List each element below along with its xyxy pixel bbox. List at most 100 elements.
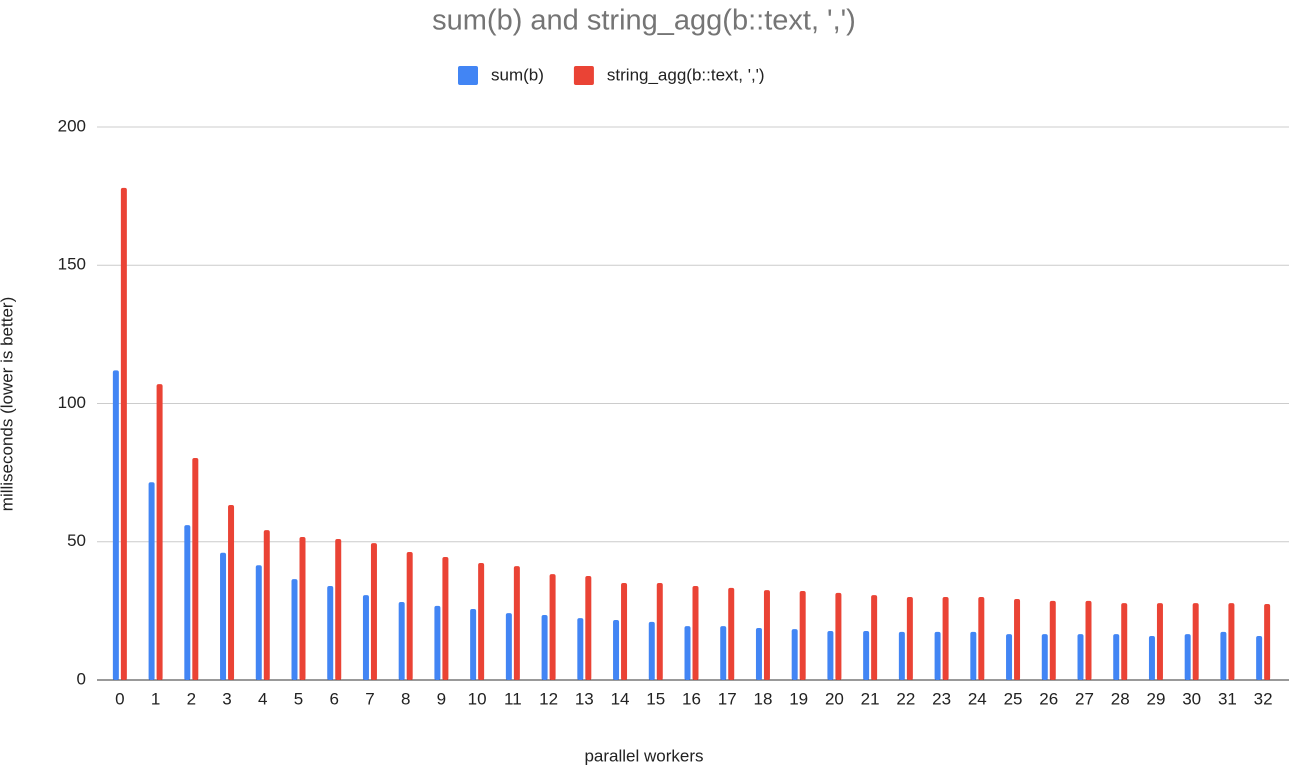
x-tick-label: 21	[861, 689, 880, 708]
bar	[898, 631, 905, 680]
bar	[827, 631, 834, 680]
bar	[863, 631, 870, 680]
bar	[1121, 603, 1128, 680]
x-tick-label: 6	[329, 689, 338, 708]
bar	[1014, 598, 1021, 680]
bar	[220, 552, 227, 680]
bar	[505, 613, 512, 680]
x-tick-label: 15	[646, 689, 665, 708]
y-axis-title: milliseconds (lower is better)	[0, 297, 16, 511]
bar	[549, 574, 556, 680]
bar	[1228, 603, 1235, 680]
bar	[585, 576, 592, 680]
x-tick-label: 32	[1254, 689, 1273, 708]
bar	[398, 602, 405, 680]
bar	[470, 608, 477, 680]
bar	[1184, 634, 1191, 680]
legend-swatch	[573, 66, 594, 85]
bar	[184, 525, 191, 680]
x-tick-label: 12	[539, 689, 558, 708]
x-tick-label: 4	[258, 689, 267, 708]
bar	[1264, 603, 1271, 680]
bar	[327, 585, 334, 680]
bar	[755, 628, 762, 680]
x-axis-title: parallel workers	[584, 746, 703, 765]
x-tick-label: 13	[575, 689, 594, 708]
y-tick-label: 200	[58, 116, 86, 135]
legend-label: sum(b)	[491, 65, 544, 84]
bar	[799, 590, 806, 680]
bar	[978, 597, 985, 680]
bar	[728, 587, 735, 680]
chart-title: sum(b) and string_agg(b::text, ',')	[432, 5, 856, 37]
x-tick-label: 5	[294, 689, 303, 708]
bar	[720, 626, 727, 680]
bar	[934, 631, 941, 680]
bar	[1085, 600, 1092, 680]
bar	[263, 530, 270, 680]
bar	[1077, 634, 1084, 680]
x-tick-label: 22	[896, 689, 915, 708]
x-tick-label: 11	[504, 689, 522, 708]
bar	[478, 563, 485, 680]
bar	[1220, 631, 1227, 680]
x-tick-label: 8	[401, 689, 410, 708]
x-tick-label: 7	[365, 689, 374, 708]
x-tick-label: 27	[1075, 689, 1094, 708]
x-tick-label: 18	[753, 689, 772, 708]
x-tick-label: 28	[1111, 689, 1130, 708]
bar	[791, 629, 798, 680]
bar	[684, 626, 691, 680]
x-tick-label: 19	[789, 689, 808, 708]
bar	[577, 618, 584, 680]
bar	[871, 595, 878, 680]
bar	[656, 582, 663, 680]
bar	[970, 631, 977, 680]
bar	[1256, 636, 1263, 680]
bar	[148, 482, 155, 680]
bar	[1156, 603, 1163, 680]
y-tick-label: 150	[58, 255, 86, 274]
bar	[228, 504, 235, 680]
bar	[112, 370, 119, 680]
bar	[370, 543, 377, 680]
bar	[513, 566, 520, 680]
x-tick-label: 23	[932, 689, 951, 708]
y-tick-label: 100	[58, 393, 86, 412]
bar	[299, 537, 306, 680]
y-tick-label: 50	[67, 531, 86, 550]
bar	[362, 595, 369, 680]
legend-label: string_agg(b::text, ',')	[607, 65, 765, 84]
x-tick-label: 17	[718, 689, 737, 708]
x-tick-label: 24	[968, 689, 987, 708]
bar	[406, 551, 413, 680]
bar	[648, 621, 655, 680]
legend-swatch	[458, 66, 478, 85]
bar	[692, 585, 699, 680]
bar	[1192, 603, 1199, 680]
x-tick-label: 3	[222, 689, 231, 708]
x-tick-label: 31	[1218, 689, 1237, 708]
bar	[1113, 634, 1120, 680]
bar	[192, 457, 199, 680]
bar	[335, 538, 342, 680]
bar	[621, 582, 628, 680]
x-tick-label: 16	[682, 689, 701, 708]
x-tick-label: 25	[1004, 689, 1023, 708]
x-tick-label: 9	[437, 689, 446, 708]
bar	[255, 565, 262, 680]
bar	[434, 605, 441, 680]
bar	[541, 615, 548, 680]
x-tick-label: 26	[1039, 689, 1058, 708]
bar	[156, 384, 163, 680]
x-tick-label: 29	[1146, 689, 1165, 708]
bar	[1148, 636, 1155, 680]
x-tick-label: 2	[187, 689, 196, 708]
bar	[1006, 634, 1013, 680]
bar	[1049, 600, 1056, 680]
x-tick-label: 1	[151, 689, 160, 708]
bar	[763, 590, 770, 680]
x-tick-label: 20	[825, 689, 844, 708]
bar	[906, 597, 913, 680]
